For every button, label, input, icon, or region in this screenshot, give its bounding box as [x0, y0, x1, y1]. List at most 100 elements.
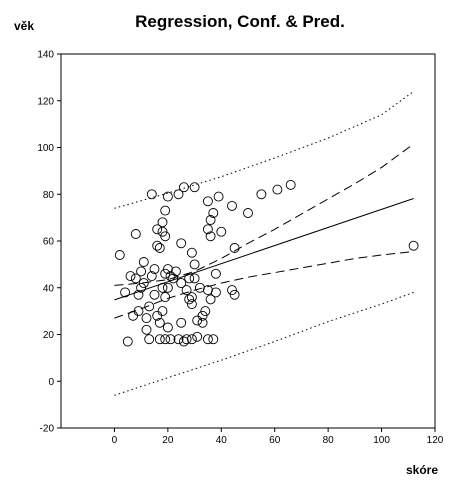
data-point	[141, 313, 152, 324]
data-point	[197, 317, 208, 328]
y-tick-label: 100	[37, 143, 54, 154]
y-axis-label: věk	[14, 19, 34, 33]
data-point	[205, 294, 216, 305]
data-point	[160, 334, 171, 345]
data-point	[194, 282, 205, 293]
plot-frame	[60, 53, 436, 429]
data-point	[216, 226, 227, 237]
x-tick-label: 100	[373, 435, 390, 446]
regression-lines	[114, 90, 414, 396]
data-point	[152, 224, 163, 235]
data-point	[186, 334, 197, 345]
x-tick-label: 40	[216, 435, 228, 446]
x-tick-label: 20	[162, 435, 174, 446]
data-point	[157, 282, 168, 293]
confidence-upper-line	[114, 143, 414, 286]
data-point	[162, 282, 173, 293]
data-point	[186, 292, 197, 303]
data-point	[130, 229, 141, 239]
x-tick-label: 80	[323, 435, 335, 446]
y-tick-label: 80	[43, 190, 55, 201]
data-point	[154, 243, 165, 253]
data-point	[173, 189, 184, 200]
data-point	[154, 317, 165, 328]
y-tick-label: 20	[43, 330, 55, 341]
data-point	[178, 336, 189, 347]
data-point	[138, 278, 149, 289]
data-point	[186, 247, 197, 258]
data-point	[184, 273, 195, 284]
data-point	[144, 334, 155, 345]
data-point	[213, 191, 224, 202]
data-point	[128, 310, 139, 321]
data-point	[133, 289, 144, 300]
data-point	[227, 200, 237, 211]
x-tick-label: 60	[269, 435, 281, 446]
data-point	[133, 306, 144, 317]
data-point	[189, 259, 200, 270]
data-point	[146, 189, 157, 200]
data-point	[154, 334, 165, 345]
data-point	[157, 306, 168, 317]
data-point	[120, 287, 131, 298]
data-point	[227, 285, 237, 296]
scatter-points	[114, 179, 419, 347]
y-axis: -20 0 20 40 60 80 100 120 140	[37, 50, 61, 435]
data-point	[122, 336, 133, 347]
data-point	[162, 322, 173, 333]
x-tick-label: 120	[427, 435, 444, 446]
data-point	[192, 331, 203, 342]
data-point	[165, 334, 176, 345]
data-point	[208, 334, 219, 345]
data-point	[186, 299, 197, 310]
data-point	[178, 182, 189, 193]
confidence-lower-line	[114, 251, 414, 319]
data-point	[408, 240, 419, 251]
data-point	[152, 240, 163, 251]
data-point	[197, 310, 208, 321]
data-point	[229, 289, 240, 300]
data-point	[168, 273, 179, 284]
y-tick-label: 140	[37, 50, 54, 61]
data-point	[181, 334, 192, 345]
x-axis-label: skóre	[406, 463, 438, 477]
data-point	[200, 306, 211, 317]
data-point	[285, 179, 296, 190]
data-point	[125, 271, 136, 282]
data-point	[176, 278, 187, 289]
y-tick-label: 60	[43, 237, 55, 248]
data-point	[210, 287, 221, 298]
y-tick-label: 0	[48, 377, 54, 388]
data-point	[189, 182, 200, 193]
data-point	[202, 196, 213, 207]
data-point	[160, 292, 171, 303]
data-point	[141, 324, 152, 335]
y-tick-label: 120	[37, 96, 54, 107]
data-point	[144, 301, 155, 312]
data-point	[272, 184, 283, 195]
data-point	[181, 285, 192, 296]
data-point	[136, 282, 147, 293]
y-tick-label: 40	[43, 283, 55, 294]
data-point	[210, 268, 221, 279]
data-point	[173, 334, 184, 345]
data-point	[202, 334, 213, 345]
data-point	[189, 273, 200, 284]
data-point	[205, 231, 216, 242]
data-point	[243, 208, 253, 218]
regression-fit-line	[114, 198, 414, 301]
data-point	[205, 215, 216, 225]
data-point	[162, 191, 173, 202]
data-point	[192, 315, 203, 326]
data-point	[130, 273, 141, 284]
data-point	[208, 208, 219, 218]
data-point	[146, 271, 157, 282]
data-point	[149, 264, 160, 275]
data-point	[160, 205, 171, 216]
data-point	[170, 266, 181, 277]
data-point	[202, 224, 213, 235]
x-tick-label: 0	[112, 435, 118, 446]
data-point	[138, 257, 149, 267]
data-point	[157, 217, 168, 228]
